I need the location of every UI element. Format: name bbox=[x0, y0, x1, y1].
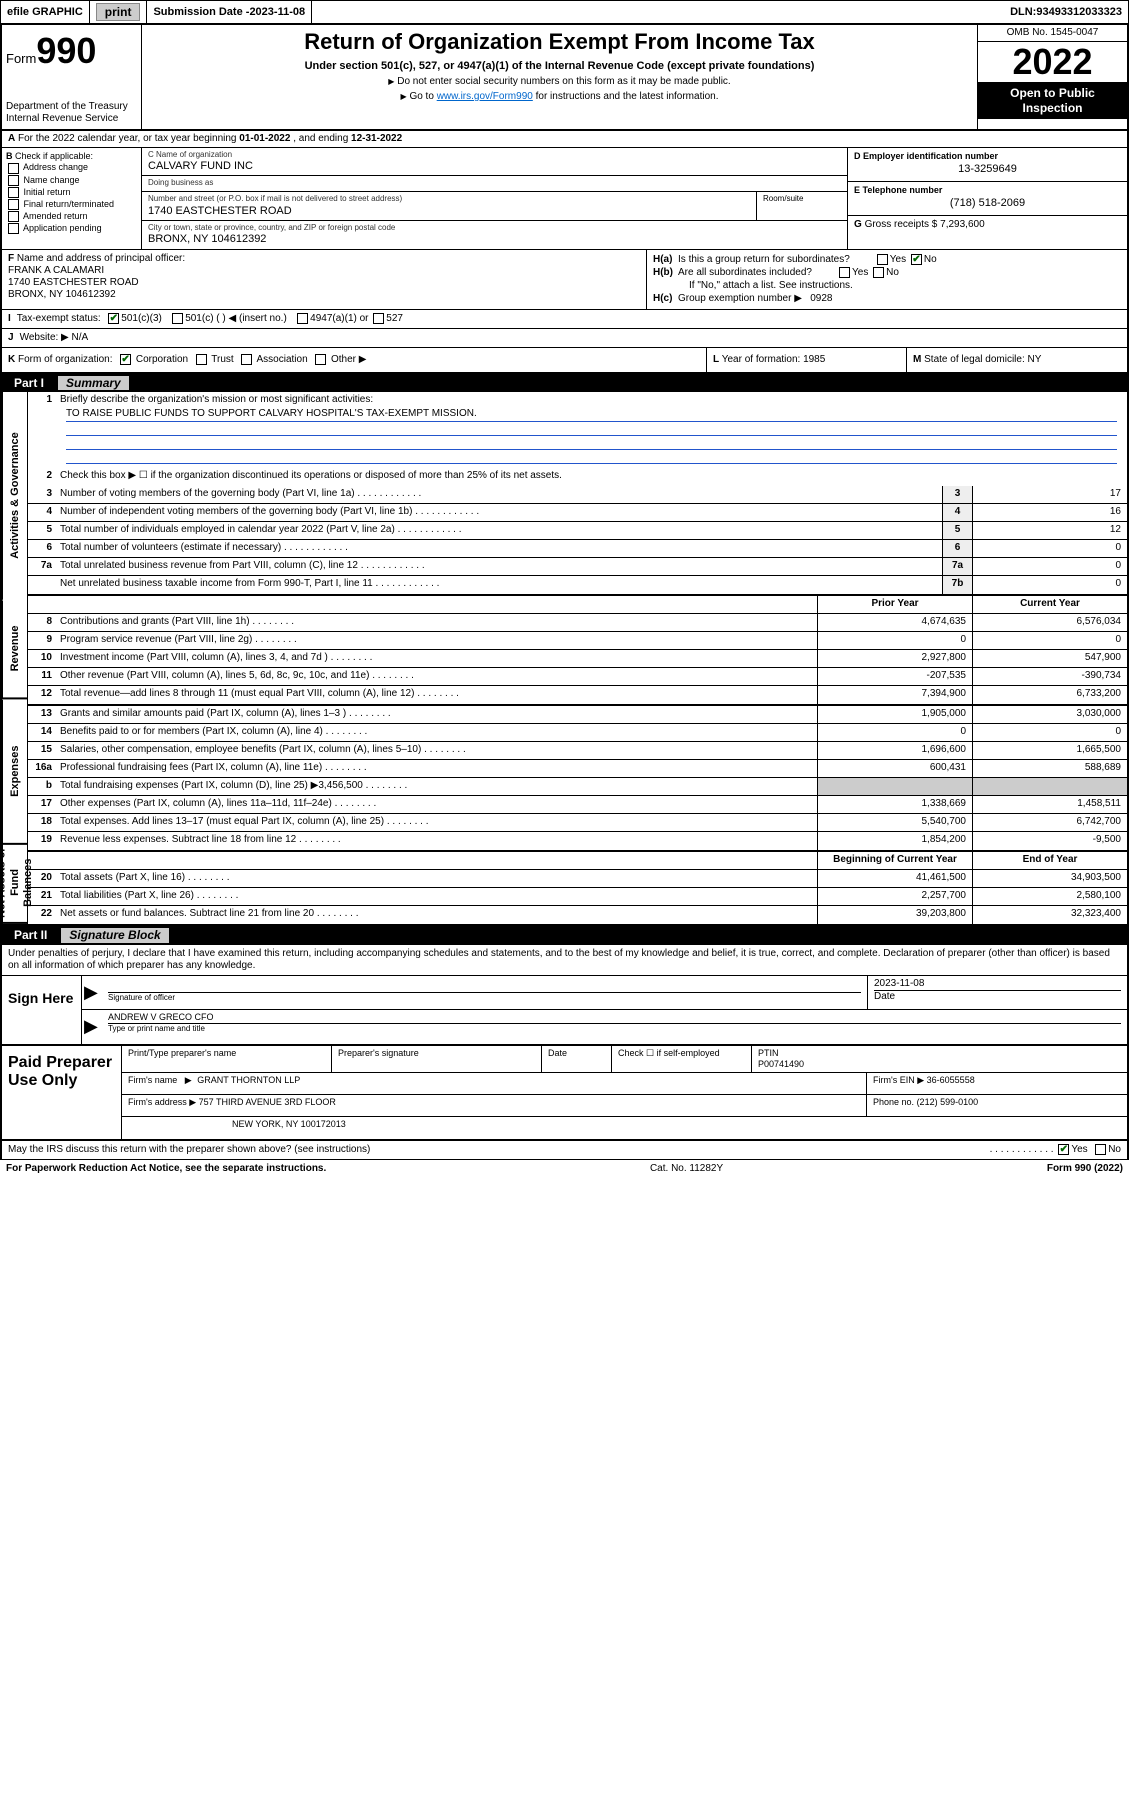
table-row: 11Other revenue (Part VIII, column (A), … bbox=[28, 668, 1127, 686]
form-note1: Do not enter social security numbers on … bbox=[150, 76, 969, 88]
tax-year: 2022 bbox=[978, 42, 1127, 82]
hb-note: If "No," attach a list. See instructions… bbox=[653, 280, 1121, 292]
firm-name: GRANT THORNTON LLP bbox=[197, 1075, 300, 1085]
table-row: 14Benefits paid to or for members (Part … bbox=[28, 724, 1127, 742]
table-row: 6Total number of volunteers (estimate if… bbox=[28, 540, 1127, 558]
irs-discuss-row: May the IRS discuss this return with the… bbox=[0, 1141, 1129, 1160]
row-j-website: J Website: ▶ N/A bbox=[0, 329, 1129, 348]
room-suite: Room/suite bbox=[757, 192, 847, 220]
paid-preparer-block: Paid Preparer Use Only Print/Type prepar… bbox=[0, 1046, 1129, 1141]
form-header-mid: Return of Organization Exempt From Incom… bbox=[142, 25, 977, 128]
part2-header: Part II Signature Block bbox=[0, 926, 1129, 944]
ck-initial-return[interactable]: Initial return bbox=[6, 187, 137, 198]
firm-phone: (212) 599-0100 bbox=[917, 1097, 979, 1107]
omb-number: OMB No. 1545-0047 bbox=[978, 25, 1127, 42]
table-row: Net unrelated business taxable income fr… bbox=[28, 576, 1127, 594]
ha-group-return: H(a) Is this a group return for subordin… bbox=[653, 254, 1121, 266]
gross-receipts: 7,293,600 bbox=[940, 219, 985, 230]
officer-name: ANDREW V GRECO CFO bbox=[108, 1012, 1121, 1023]
open-inspection: Open to Public Inspection bbox=[978, 82, 1127, 119]
signature-intro: Under penalties of perjury, I declare th… bbox=[0, 945, 1129, 976]
table-row: 12Total revenue—add lines 8 through 11 (… bbox=[28, 686, 1127, 704]
ck-final-return[interactable]: Final return/terminated bbox=[6, 199, 137, 210]
form-title: Return of Organization Exempt From Incom… bbox=[150, 29, 969, 55]
table-row: bTotal fundraising expenses (Part IX, co… bbox=[28, 778, 1127, 796]
table-row: 20Total assets (Part X, line 16) . . . .… bbox=[28, 870, 1127, 888]
table-row: 9Program service revenue (Part VIII, lin… bbox=[28, 632, 1127, 650]
form-header-left: Form990 Department of the Treasury Inter… bbox=[2, 25, 142, 128]
ck-app-pending[interactable]: Application pending bbox=[6, 223, 137, 234]
form-of-org: K Form of organization: Corporation Trus… bbox=[2, 348, 707, 372]
arrow-icon: ▶ bbox=[82, 1010, 102, 1044]
block-fh: F Name and address of principal officer:… bbox=[0, 250, 1129, 310]
table-row: 4Number of independent voting members of… bbox=[28, 504, 1127, 522]
part1-header: Part I Summary bbox=[0, 374, 1129, 392]
ck-address-change[interactable]: Address change bbox=[6, 162, 137, 173]
form-header-right: OMB No. 1545-0047 2022 Open to Public In… bbox=[977, 25, 1127, 128]
table-row: 16aProfessional fundraising fees (Part I… bbox=[28, 760, 1127, 778]
print-button[interactable]: print bbox=[90, 1, 148, 23]
col-b: B Check if applicable: Address change Na… bbox=[2, 148, 142, 249]
irs-link[interactable]: www.irs.gov/Form990 bbox=[437, 91, 533, 102]
submission-date: Submission Date - 2023-11-08 bbox=[147, 1, 312, 23]
hb-subordinates: H(b) Are all subordinates included? Yes … bbox=[653, 267, 1121, 279]
form-subtitle: Under section 501(c), 527, or 4947(a)(1)… bbox=[150, 60, 969, 73]
table-row: 3Number of voting members of the governi… bbox=[28, 486, 1127, 504]
org-name: CALVARY FUND INC bbox=[148, 160, 841, 173]
vtab-revenue: Revenue bbox=[2, 600, 28, 699]
firm-ein: 36-6055558 bbox=[927, 1075, 975, 1085]
col-c: C Name of organization CALVARY FUND INC … bbox=[142, 148, 847, 249]
vtab-expenses: Expenses bbox=[2, 700, 28, 845]
table-row: 21Total liabilities (Part X, line 26) . … bbox=[28, 888, 1127, 906]
block-bcdeg: B Check if applicable: Address change Na… bbox=[0, 148, 1129, 250]
table-row: 19Revenue less expenses. Subtract line 1… bbox=[28, 832, 1127, 850]
bottom-line: For Paperwork Reduction Act Notice, see … bbox=[0, 1160, 1129, 1178]
row-klm: K Form of organization: Corporation Trus… bbox=[0, 348, 1129, 374]
table-row: 5Total number of individuals employed in… bbox=[28, 522, 1127, 540]
dln: DLN: 93493312033323 bbox=[1004, 1, 1128, 23]
principal-officer: F Name and address of principal officer:… bbox=[2, 250, 647, 309]
year-formation: L Year of formation: 1985 bbox=[707, 348, 907, 372]
city-state-zip: BRONX, NY 104612392 bbox=[148, 233, 841, 246]
table-row: 22Net assets or fund balances. Subtract … bbox=[28, 906, 1127, 924]
row-i-tax-status: I Tax-exempt status: 501(c)(3) 501(c) ( … bbox=[0, 310, 1129, 329]
paid-preparer-label: Paid Preparer Use Only bbox=[2, 1046, 122, 1139]
street-address: 1740 EASTCHESTER ROAD bbox=[148, 205, 750, 218]
col-deg: D Employer identification number 13-3259… bbox=[847, 148, 1127, 249]
table-row: 10Investment income (Part VIII, column (… bbox=[28, 650, 1127, 668]
top-bar: efile GRAPHIC print Submission Date - 20… bbox=[0, 0, 1129, 24]
dept-label: Department of the Treasury Internal Reve… bbox=[6, 101, 137, 125]
form-header: Form990 Department of the Treasury Inter… bbox=[0, 24, 1129, 130]
hc-group-exemption: H(c) Group exemption number ▶ 0928 bbox=[653, 293, 1121, 305]
arrow-icon: ▶ bbox=[82, 976, 102, 1010]
ck-amended[interactable]: Amended return bbox=[6, 211, 137, 222]
sign-here-label: Sign Here bbox=[2, 976, 82, 1044]
vtab-net: Net Assets or Fund Balances bbox=[2, 844, 28, 924]
ein: 13-3259649 bbox=[854, 163, 1121, 176]
ptin: P00741490 bbox=[758, 1059, 1121, 1070]
sign-block: Sign Here ▶ Signature of officer 2023-11… bbox=[0, 976, 1129, 1046]
table-row: 8Contributions and grants (Part VIII, li… bbox=[28, 614, 1127, 632]
phone: (718) 518-2069 bbox=[854, 197, 1121, 210]
efile-label: efile GRAPHIC bbox=[1, 1, 90, 23]
table-row: 15Salaries, other compensation, employee… bbox=[28, 742, 1127, 760]
table-row: 18Total expenses. Add lines 13–17 (must … bbox=[28, 814, 1127, 832]
state-domicile: M State of legal domicile: NY bbox=[907, 348, 1127, 372]
mission-text: TO RAISE PUBLIC FUNDS TO SUPPORT CALVARY… bbox=[66, 408, 1117, 422]
table-row: 13Grants and similar amounts paid (Part … bbox=[28, 706, 1127, 724]
ck-name-change[interactable]: Name change bbox=[6, 175, 137, 186]
vtab-governance: Activities & Governance bbox=[2, 392, 28, 600]
firm-addr: 757 THIRD AVENUE 3RD FLOOR bbox=[199, 1097, 336, 1107]
form-note2: Go to www.irs.gov/Form990 for instructio… bbox=[150, 91, 969, 103]
row-a: A For the 2022 calendar year, or tax yea… bbox=[0, 131, 1129, 148]
table-row: 7aTotal unrelated business revenue from … bbox=[28, 558, 1127, 576]
table-row: 17Other expenses (Part IX, column (A), l… bbox=[28, 796, 1127, 814]
part1-summary: Activities & Governance Revenue Expenses… bbox=[0, 392, 1129, 926]
firm-city: NEW YORK, NY 100172013 bbox=[122, 1117, 1127, 1139]
